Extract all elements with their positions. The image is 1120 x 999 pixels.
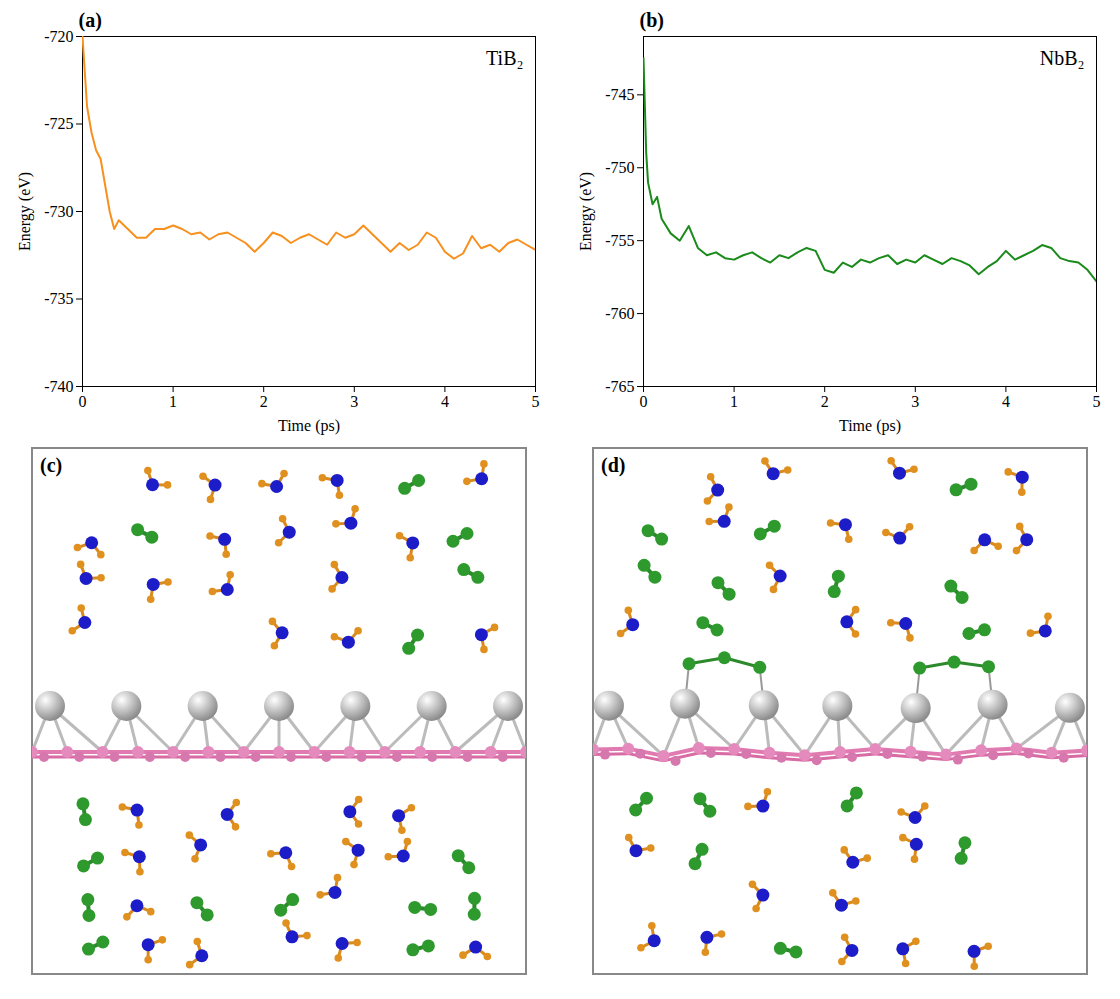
svg-text:Time (ps): Time (ps) (839, 417, 901, 435)
svg-text:1: 1 (169, 393, 177, 410)
svg-text:5: 5 (1093, 393, 1101, 410)
svg-text:(c): (c) (40, 454, 62, 477)
svg-text:Energy (eV): Energy (eV) (16, 172, 34, 251)
svg-text:(d): (d) (601, 454, 625, 477)
svg-text:4: 4 (1002, 393, 1010, 410)
svg-text:(a): (a) (79, 9, 102, 32)
svg-text:-765: -765 (605, 378, 634, 395)
svg-text:NbB₂: NbB₂ (1040, 47, 1085, 69)
svg-text:-755: -755 (605, 232, 634, 249)
svg-text:2: 2 (260, 393, 268, 410)
svg-text:Energy (eV): Energy (eV) (577, 172, 595, 251)
svg-text:0: 0 (640, 393, 648, 410)
svg-text:4: 4 (441, 393, 449, 410)
svg-text:Time (ps): Time (ps) (278, 417, 340, 435)
svg-text:2: 2 (821, 393, 829, 410)
svg-text:TiB₂: TiB₂ (486, 47, 523, 69)
svg-text:1: 1 (730, 393, 738, 410)
svg-text:-750: -750 (605, 159, 634, 176)
svg-text:-740: -740 (44, 378, 73, 395)
svg-text:-730: -730 (44, 203, 73, 220)
svg-text:-735: -735 (44, 290, 73, 307)
svg-text:3: 3 (350, 393, 358, 410)
svg-text:5: 5 (532, 393, 540, 410)
svg-text:-725: -725 (44, 115, 73, 132)
svg-text:3: 3 (911, 393, 919, 410)
svg-text:-760: -760 (605, 305, 634, 322)
svg-text:-745: -745 (605, 86, 634, 103)
svg-text:(b): (b) (640, 9, 664, 32)
svg-text:0: 0 (79, 393, 87, 410)
svg-text:-720: -720 (44, 28, 73, 45)
